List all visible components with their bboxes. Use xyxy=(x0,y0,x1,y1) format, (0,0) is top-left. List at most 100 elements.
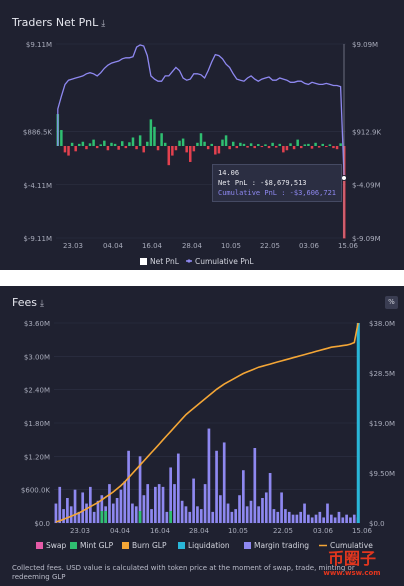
cumulative-fees-line xyxy=(55,322,359,523)
legend-label: Cumulative xyxy=(330,541,373,550)
x-tick: 10.05 xyxy=(228,527,248,535)
x-tick: 10.05 xyxy=(221,242,241,250)
net-pnl-title-text: Traders Net PnL xyxy=(12,16,99,29)
y-right-tick: $912.9K xyxy=(352,128,381,136)
margin-trading-bar xyxy=(345,514,348,523)
margin-trading-bar xyxy=(257,506,260,523)
net-pnl-bar xyxy=(246,146,249,148)
mint-glp-bar xyxy=(169,511,173,523)
y-right-tick: $38.0M xyxy=(369,320,395,328)
y-left-tick: $0.0 xyxy=(34,520,50,528)
x-tick: 03.06 xyxy=(313,527,334,535)
net-pnl-bar xyxy=(303,144,307,146)
net-pnl-bar xyxy=(117,146,120,150)
net-pnl-bar xyxy=(314,142,317,146)
y-left-tick: $1.20M xyxy=(24,453,50,461)
margin-trading-bar xyxy=(272,509,276,523)
net-pnl-bar xyxy=(335,146,339,150)
margin-trading-bar xyxy=(249,500,253,523)
margin-trading-bar xyxy=(111,503,115,523)
margin-trading-bar xyxy=(96,500,100,523)
legend-swatch xyxy=(70,542,77,549)
mint-glp-bar xyxy=(138,511,142,523)
y-left-tick: $3.00M xyxy=(24,353,50,361)
hover-point xyxy=(341,175,347,181)
margin-trading-bar xyxy=(230,511,234,523)
margin-trading-bar xyxy=(73,489,77,523)
margin-trading-bar xyxy=(92,511,96,523)
x-tick: 16.04 xyxy=(142,242,163,250)
net-pnl-bar xyxy=(78,143,81,146)
watermark-logo: 币圈子 www.wsw.com xyxy=(323,549,381,577)
x-tick: 04.04 xyxy=(103,242,124,250)
y-right-tick: $-9.09M xyxy=(352,235,381,243)
margin-trading-bar xyxy=(287,511,291,523)
net-pnl-bar xyxy=(296,139,299,146)
legend-net-pnl: Net PnL xyxy=(150,257,180,266)
margin-trading-bar xyxy=(165,511,169,523)
net-pnl-bar xyxy=(217,146,221,154)
net-pnl-bar xyxy=(163,142,167,146)
net-pnl-bar xyxy=(339,143,342,146)
margin-trading-bar xyxy=(280,492,283,523)
legend-swatch xyxy=(244,542,251,549)
net-pnl-bar xyxy=(124,146,128,149)
net-pnl-bar xyxy=(85,146,88,150)
net-pnl-bar xyxy=(81,141,85,146)
tooltip-date: 14.06 xyxy=(218,169,240,177)
margin-trading-bar xyxy=(184,506,188,523)
download-icon[interactable]: ⤓ xyxy=(101,19,106,29)
net-pnl-bar xyxy=(103,140,106,146)
margin-trading-bar xyxy=(108,484,111,523)
x-tick: 23.03 xyxy=(70,527,90,535)
y-left-tick: $600.0K xyxy=(21,487,50,495)
margin-trading-bar xyxy=(157,484,161,523)
percent-toggle-button[interactable]: % xyxy=(385,296,398,309)
net-pnl-bar xyxy=(146,141,149,146)
margin-trading-bar xyxy=(131,503,134,523)
margin-trading-bar xyxy=(333,517,337,523)
net-pnl-bar xyxy=(63,146,67,153)
net-pnl-chart: $9.11M $886.5K $-4.11M $-9.11M $9.09M $912.9… xyxy=(23,41,382,266)
margin-trading-bar xyxy=(196,506,199,523)
margin-trading-bar xyxy=(69,506,73,523)
margin-trading-bar xyxy=(352,514,356,523)
net-pnl-bar xyxy=(113,143,117,146)
net-pnl-bar xyxy=(196,142,199,146)
y-right-tick: $0.0 xyxy=(369,520,385,528)
margin-trading-bar xyxy=(138,456,142,523)
cumulative-pnl-line xyxy=(57,44,345,180)
net-pnl-bar xyxy=(282,146,285,153)
download-icon[interactable]: ⤓ xyxy=(40,299,44,309)
net-pnl-bar xyxy=(156,146,160,151)
margin-trading-bar xyxy=(134,506,138,523)
margin-trading-bar xyxy=(203,484,207,523)
tooltip-cumulative-pnl: Cumulative PnL : -$3,606,721 xyxy=(218,189,337,197)
legend-label: Swap xyxy=(46,541,66,550)
margin-trading-bar xyxy=(176,453,180,523)
net-pnl-bar xyxy=(310,146,314,149)
margin-trading-bar xyxy=(123,481,127,523)
fees-panel: Fees ⤓ % $0.0 $600.0K $1.20M $1.80M $2.40M $3.… xyxy=(0,286,404,586)
margin-trading-bar xyxy=(314,514,318,523)
legend-label: Liquidation xyxy=(188,541,230,550)
margin-trading-bar xyxy=(77,511,81,523)
net-pnl-bar xyxy=(278,143,282,146)
net-pnl-bar xyxy=(321,143,324,146)
net-pnl-bar xyxy=(203,141,206,146)
margin-trading-bar xyxy=(154,486,157,523)
y-right-tick: $28.5M xyxy=(369,370,395,378)
fees-title-text: Fees xyxy=(12,296,37,309)
fees-chart: $0.0 $600.0K $1.20M $1.80M $2.40M $3.00M $3.60… xyxy=(21,320,395,550)
net-pnl-bar xyxy=(142,146,145,153)
net-pnl-bar xyxy=(249,143,253,146)
net-pnl-bar xyxy=(285,146,289,151)
margin-trading-bar xyxy=(307,514,310,523)
margin-trading-bar xyxy=(161,486,165,523)
net-pnl-bar xyxy=(60,130,63,146)
margin-trading-bar xyxy=(261,498,264,523)
net-pnl-bar xyxy=(267,146,271,149)
margin-trading-bar xyxy=(150,509,153,523)
net-pnl-bar xyxy=(317,146,321,148)
margin-trading-bar xyxy=(268,473,272,523)
